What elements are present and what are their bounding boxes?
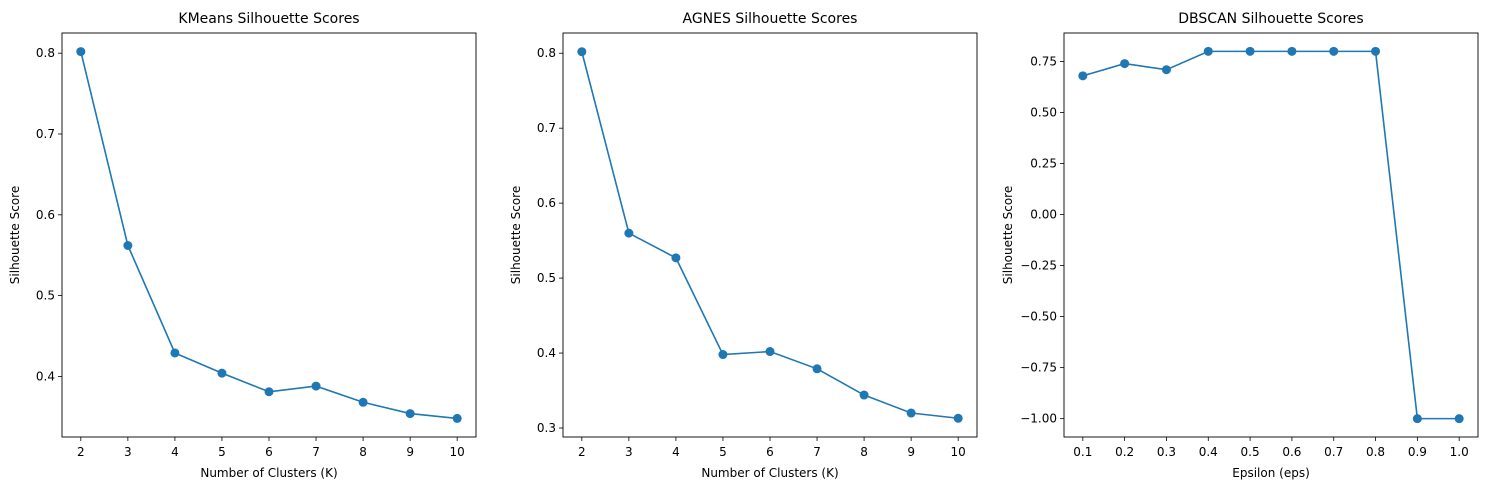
x-tick-label: 2 bbox=[578, 445, 586, 459]
y-tick-label: −1.00 bbox=[1020, 412, 1057, 426]
data-point bbox=[859, 390, 869, 400]
data-point bbox=[1454, 414, 1464, 424]
y-tick-label: 0.6 bbox=[36, 208, 55, 222]
series-line bbox=[581, 51, 959, 420]
x-tick-label: 5 bbox=[719, 445, 727, 459]
y-tick-label: 0.3 bbox=[537, 421, 556, 435]
y-tick-label: 0.8 bbox=[537, 46, 556, 60]
x-tick-label: 0.3 bbox=[1157, 445, 1176, 459]
x-tick-label: 8 bbox=[359, 445, 367, 459]
x-tick-label: 2 bbox=[77, 445, 85, 459]
y-axis-label: Silhouette Score bbox=[8, 186, 22, 284]
x-tick-label: 4 bbox=[672, 445, 680, 459]
x-tick-label: 0.9 bbox=[1408, 445, 1427, 459]
y-tick-label: 0.75 bbox=[1030, 55, 1057, 69]
y-tick-label: 0.50 bbox=[1030, 106, 1057, 120]
data-point bbox=[953, 413, 963, 423]
series-line bbox=[80, 51, 458, 420]
x-tick-label: 0.7 bbox=[1324, 445, 1343, 459]
data-point bbox=[718, 350, 728, 360]
subplot-dbscan: DBSCAN Silhouette Scores Epsilon (eps) S… bbox=[1001, 11, 1479, 480]
x-tick-label: 9 bbox=[406, 445, 414, 459]
axes-frame bbox=[61, 32, 477, 438]
data-point bbox=[264, 387, 274, 397]
x-tick-label: 6 bbox=[766, 445, 774, 459]
x-tick-label: 3 bbox=[124, 445, 132, 459]
x-tick-label: 3 bbox=[625, 445, 633, 459]
x-axis-label: Epsilon (eps) bbox=[1232, 466, 1310, 480]
data-point bbox=[1287, 46, 1297, 56]
data-point bbox=[1371, 46, 1381, 56]
data-point bbox=[1120, 59, 1130, 69]
y-axis-label: Silhouette Score bbox=[509, 186, 523, 284]
x-tick-label: 7 bbox=[312, 445, 320, 459]
x-tick-label: 10 bbox=[450, 445, 465, 459]
data-point bbox=[765, 347, 775, 357]
data-point bbox=[812, 364, 822, 374]
y-tick-label: −0.50 bbox=[1020, 310, 1057, 324]
y-tick-label: 0.00 bbox=[1030, 208, 1057, 222]
x-tick-label: 6 bbox=[265, 445, 273, 459]
x-tick-label: 5 bbox=[218, 445, 226, 459]
x-tick-label: 0.5 bbox=[1241, 445, 1260, 459]
data-point bbox=[217, 368, 227, 378]
x-tick-label: 0.6 bbox=[1282, 445, 1301, 459]
y-axis-label: Silhouette Score bbox=[1001, 186, 1015, 284]
y-tick-label: −0.75 bbox=[1020, 361, 1057, 375]
subplot-agnes: AGNES Silhouette Scores Number of Cluste… bbox=[509, 11, 978, 480]
y-tick-label: 0.7 bbox=[537, 121, 556, 135]
y-tick-label: 0.4 bbox=[36, 369, 55, 383]
series-line bbox=[1082, 50, 1460, 420]
data-point bbox=[1161, 65, 1171, 75]
data-point bbox=[1329, 46, 1339, 56]
x-axis-label: Number of Clusters (K) bbox=[200, 466, 337, 480]
data-point bbox=[311, 381, 321, 391]
chart-title: KMeans Silhouette Scores bbox=[178, 11, 359, 27]
axes-frame bbox=[1063, 32, 1479, 438]
y-tick-label: 0.4 bbox=[537, 346, 556, 360]
y-tick-label: −0.25 bbox=[1020, 259, 1057, 273]
data-point bbox=[671, 253, 681, 263]
data-point bbox=[358, 397, 368, 407]
x-tick-label: 0.2 bbox=[1115, 445, 1134, 459]
x-tick-label: 0.1 bbox=[1073, 445, 1092, 459]
data-point bbox=[1412, 414, 1422, 424]
data-point bbox=[1203, 46, 1213, 56]
data-point bbox=[624, 228, 634, 238]
chart-title: DBSCAN Silhouette Scores bbox=[1178, 11, 1363, 27]
data-point bbox=[577, 47, 587, 57]
subplot-kmeans: KMeans Silhouette Scores Number of Clust… bbox=[8, 11, 477, 480]
x-axis-label: Number of Clusters (K) bbox=[701, 466, 838, 480]
x-tick-label: 0.4 bbox=[1199, 445, 1218, 459]
y-tick-label: 0.8 bbox=[36, 46, 55, 60]
x-tick-label: 8 bbox=[860, 445, 868, 459]
x-tick-label: 10 bbox=[951, 445, 966, 459]
data-point bbox=[76, 47, 86, 57]
y-tick-label: 0.25 bbox=[1030, 157, 1057, 171]
data-point bbox=[405, 409, 415, 419]
data-point bbox=[452, 413, 462, 423]
x-tick-label: 1.0 bbox=[1450, 445, 1469, 459]
y-tick-label: 0.6 bbox=[537, 196, 556, 210]
x-tick-label: 9 bbox=[907, 445, 915, 459]
x-tick-label: 0.8 bbox=[1366, 445, 1385, 459]
x-tick-label: 7 bbox=[813, 445, 821, 459]
y-tick-label: 0.7 bbox=[36, 127, 55, 141]
y-tick-label: 0.5 bbox=[537, 271, 556, 285]
data-point bbox=[1245, 46, 1255, 56]
data-point bbox=[906, 408, 916, 418]
x-tick-label: 4 bbox=[171, 445, 179, 459]
data-point bbox=[170, 348, 180, 358]
chart-title: AGNES Silhouette Scores bbox=[683, 11, 858, 27]
data-point bbox=[1078, 71, 1088, 81]
y-tick-label: 0.5 bbox=[36, 289, 55, 303]
data-point bbox=[123, 241, 133, 251]
